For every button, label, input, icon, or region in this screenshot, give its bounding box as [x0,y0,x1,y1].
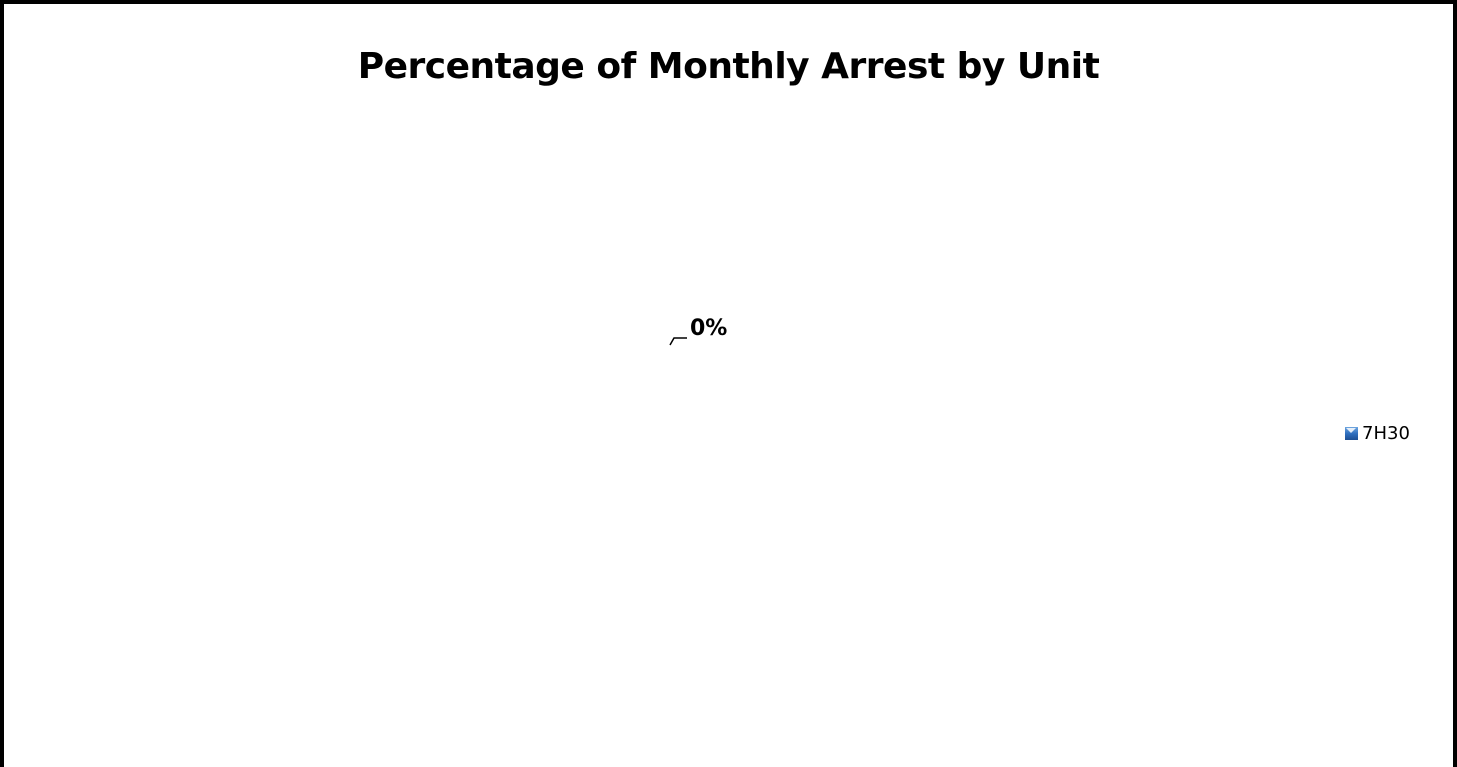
legend-swatch-7h30 [1345,427,1358,440]
chart-title: Percentage of Monthly Arrest by Unit [357,46,1100,87]
plot-area [669,337,687,346]
data-label-leader-line [669,337,687,346]
data-label-7h30: 0% [690,316,728,341]
legend-label-7h30: 7H30 [1362,423,1410,444]
legend: 7H30 [1345,423,1410,444]
